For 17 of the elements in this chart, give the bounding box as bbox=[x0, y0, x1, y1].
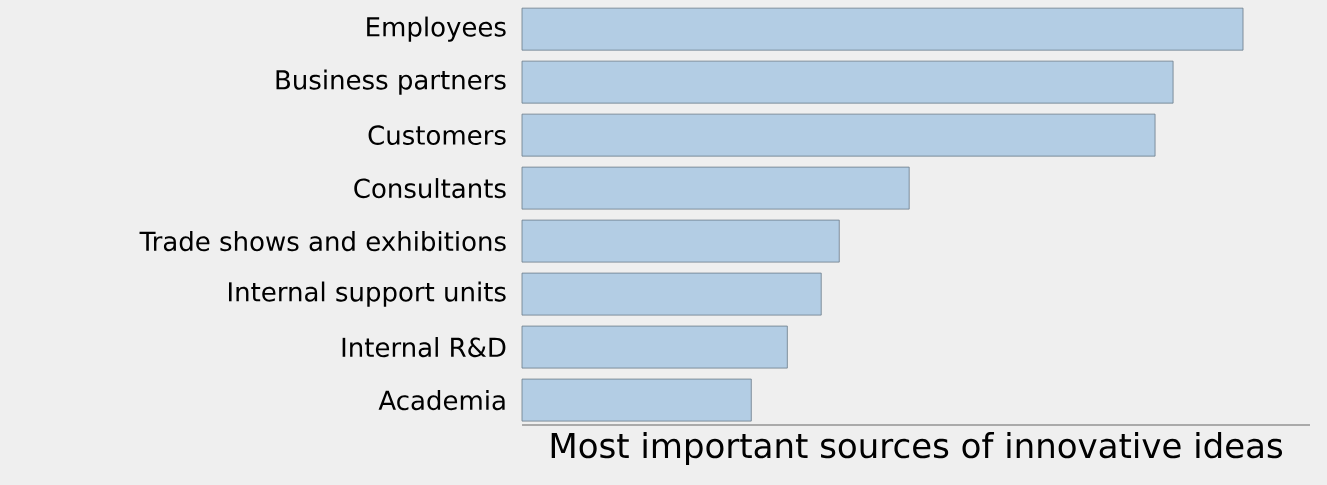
y-tick-label: Business partners bbox=[276, 69, 506, 95]
bar bbox=[521, 272, 822, 316]
y-tick-label: Academia bbox=[378, 390, 505, 411]
y-tick-label: Consultants bbox=[354, 178, 506, 199]
bar bbox=[521, 7, 1244, 51]
text: Most important sources of innovative ideas bbox=[551, 432, 1283, 465]
y-tick-label: Internal R&D bbox=[342, 337, 506, 358]
y-tick-label: Customers bbox=[368, 125, 506, 145]
bar bbox=[521, 219, 840, 263]
bar bbox=[521, 378, 752, 422]
bar bbox=[521, 60, 1174, 104]
bar bbox=[521, 166, 910, 210]
bar bbox=[521, 325, 788, 369]
y-tick-label: Trade shows and exhibitions bbox=[139, 231, 506, 252]
bar bbox=[521, 113, 1156, 157]
y-tick-label: Employees bbox=[367, 16, 506, 42]
y-tick-label: Internal support units bbox=[229, 281, 506, 307]
